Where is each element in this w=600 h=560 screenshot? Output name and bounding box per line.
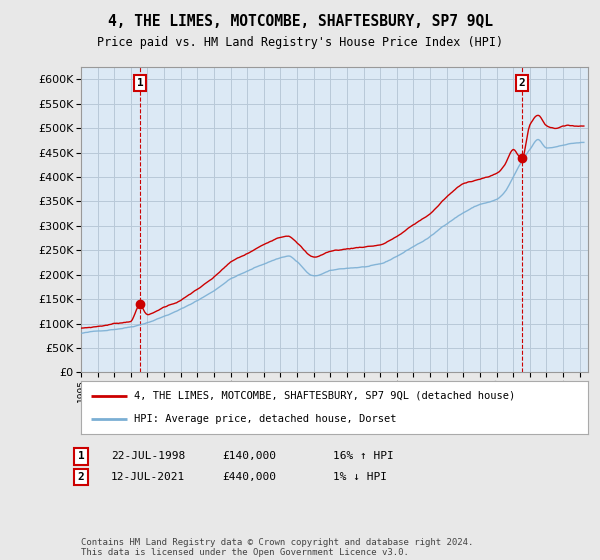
Text: 12-JUL-2021: 12-JUL-2021 <box>111 472 185 482</box>
Text: 1: 1 <box>77 451 85 461</box>
Text: 4, THE LIMES, MOTCOMBE, SHAFTESBURY, SP7 9QL: 4, THE LIMES, MOTCOMBE, SHAFTESBURY, SP7… <box>107 14 493 29</box>
Text: Contains HM Land Registry data © Crown copyright and database right 2024.
This d: Contains HM Land Registry data © Crown c… <box>81 538 473 557</box>
Text: 22-JUL-1998: 22-JUL-1998 <box>111 451 185 461</box>
Text: £140,000: £140,000 <box>222 451 276 461</box>
Text: Price paid vs. HM Land Registry's House Price Index (HPI): Price paid vs. HM Land Registry's House … <box>97 36 503 49</box>
Text: 16% ↑ HPI: 16% ↑ HPI <box>333 451 394 461</box>
Text: £440,000: £440,000 <box>222 472 276 482</box>
Text: 2: 2 <box>77 472 85 482</box>
Text: 4, THE LIMES, MOTCOMBE, SHAFTESBURY, SP7 9QL (detached house): 4, THE LIMES, MOTCOMBE, SHAFTESBURY, SP7… <box>134 391 515 401</box>
Text: 1: 1 <box>137 78 143 88</box>
Text: 1% ↓ HPI: 1% ↓ HPI <box>333 472 387 482</box>
Text: HPI: Average price, detached house, Dorset: HPI: Average price, detached house, Dors… <box>134 414 397 424</box>
Text: 2: 2 <box>518 78 526 88</box>
